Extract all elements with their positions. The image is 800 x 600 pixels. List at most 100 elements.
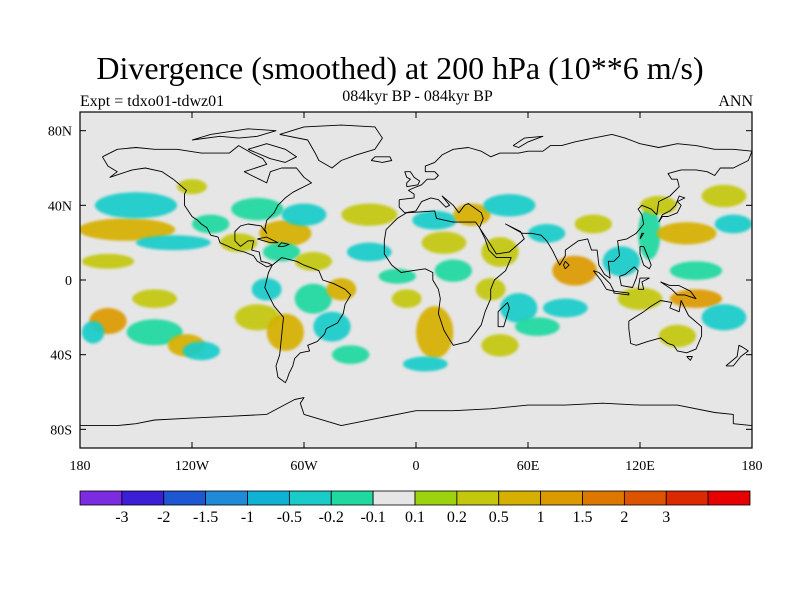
coastline-baffin — [247, 143, 297, 163]
divergence-contour — [669, 261, 723, 280]
divergence-contour — [658, 324, 696, 348]
divergence-contour — [80, 281, 125, 297]
divergence-contour — [412, 210, 458, 230]
colorbar-swatch — [665, 490, 709, 506]
divergence-contour — [346, 242, 392, 262]
colorbar-swatch — [707, 490, 751, 506]
coastline-australia — [628, 300, 703, 354]
longitude-axis: 180 120W 60W 0 60E 120E 180 — [70, 112, 763, 474]
coastline-new-zealand — [725, 344, 749, 367]
lon-tick-label: 180 — [742, 459, 763, 474]
colorbar-swatch — [163, 490, 207, 506]
colorbar-label: -0.5 — [277, 509, 302, 526]
coastlines — [80, 124, 752, 427]
colorbar-swatch — [330, 490, 374, 506]
divergence-contour — [481, 334, 519, 357]
divergence-contour — [234, 304, 280, 331]
divergence-contour — [94, 192, 178, 219]
divergence-contour — [231, 197, 284, 221]
divergence-contour — [182, 341, 220, 361]
divergence-contour — [481, 237, 519, 267]
divergence-contour — [332, 345, 370, 364]
divergence-contour — [402, 356, 448, 372]
divergence-contour — [132, 289, 178, 308]
coastline-sri-lanka — [563, 260, 570, 270]
colorbar-label: 0.5 — [489, 509, 509, 526]
colorbar-label: 0.1 — [405, 509, 425, 526]
colorbar: -3 -2 -1.5 -1 -0.5 -0.2 -0.1 0.1 0.2 0.5 1 1.5 2 3 — [79, 490, 751, 526]
coastline-antarctica — [80, 397, 752, 427]
colorbar-label: 3 — [662, 509, 670, 526]
lon-tick-label: 120W — [175, 459, 210, 474]
divergence-contour — [574, 214, 612, 234]
colorbar-swatch — [288, 490, 332, 506]
divergence-contour — [251, 278, 282, 301]
lat-tick-label: 40S — [50, 349, 72, 364]
divergence-contour — [126, 319, 183, 346]
coastline-borneo — [619, 266, 639, 288]
colorbar-label: -2 — [157, 509, 170, 526]
colorbar-swatch — [79, 490, 123, 506]
divergence-contour — [640, 196, 678, 215]
divergence-contour — [81, 253, 135, 269]
latitude-axis: 80N 40N 0 40S 80S — [48, 125, 752, 438]
divergence-contour — [313, 311, 351, 342]
colorbar-swatch — [205, 490, 248, 506]
divergence-contour — [453, 203, 491, 226]
divergence-contour — [281, 203, 327, 226]
divergence-contour — [714, 214, 752, 234]
divergence-contour — [266, 313, 305, 351]
lat-tick-label: 80S — [50, 423, 72, 438]
divergence-contour — [542, 298, 588, 318]
coastline-eurasia — [398, 133, 752, 279]
divergence-contour — [602, 246, 640, 277]
colorbar-label: -0.1 — [360, 509, 385, 526]
colorbar-label: 2 — [620, 509, 628, 526]
colorbar-label: -0.2 — [319, 509, 344, 526]
divergence-contour — [391, 289, 422, 308]
colorbar-swatch — [372, 490, 416, 506]
coastline-hispaniola — [277, 242, 290, 247]
coastline-java — [613, 290, 630, 296]
coastline-africa — [383, 210, 512, 346]
divergence-contour — [617, 287, 663, 310]
divergence-contour — [552, 255, 598, 286]
divergence-contour — [528, 224, 566, 243]
colorbar-label: -1.5 — [193, 509, 218, 526]
divergence-contour — [294, 252, 333, 271]
lat-tick-label: 80N — [48, 125, 72, 140]
colorbar-swatch — [121, 490, 165, 506]
divergence-contour — [326, 278, 357, 301]
lon-tick-label: 0 — [413, 459, 420, 474]
divergence-contour — [262, 242, 301, 262]
divergence-contour — [421, 231, 467, 254]
coastline-taiwan — [639, 232, 645, 240]
divergence-contour — [80, 218, 176, 241]
lon-tick-label: 120E — [625, 459, 655, 474]
divergence-contour — [341, 203, 398, 226]
colorbar-swatch — [582, 490, 625, 506]
colorbar-swatch — [414, 490, 458, 506]
chart-title: Divergence (smoothed) at 200 hPa (10**6 … — [96, 50, 704, 86]
divergence-contour — [378, 268, 417, 284]
divergence-contour — [177, 179, 207, 195]
period-label: 084kyr BP - 084kyr BP — [342, 88, 493, 105]
lat-tick-label: 0 — [65, 274, 72, 289]
season-label: ANN — [718, 93, 753, 110]
divergence-contour — [483, 194, 536, 217]
divergence-contour — [701, 184, 747, 208]
colorbar-swatch — [540, 490, 583, 506]
coastline-cuba — [257, 236, 279, 244]
coastline-uk — [404, 171, 421, 188]
coastline-sulawesi — [637, 277, 650, 290]
colorbar-swatch — [247, 490, 290, 506]
coastline-arctic-islands — [191, 128, 277, 141]
lon-tick-label: 180 — [70, 459, 91, 474]
coastline-madagascar — [497, 301, 510, 328]
divergence-contour — [701, 304, 747, 331]
coastline-south-america — [264, 257, 352, 384]
map-background — [80, 112, 752, 448]
colorbar-swatch — [498, 490, 542, 506]
divergence-contour — [434, 259, 473, 282]
